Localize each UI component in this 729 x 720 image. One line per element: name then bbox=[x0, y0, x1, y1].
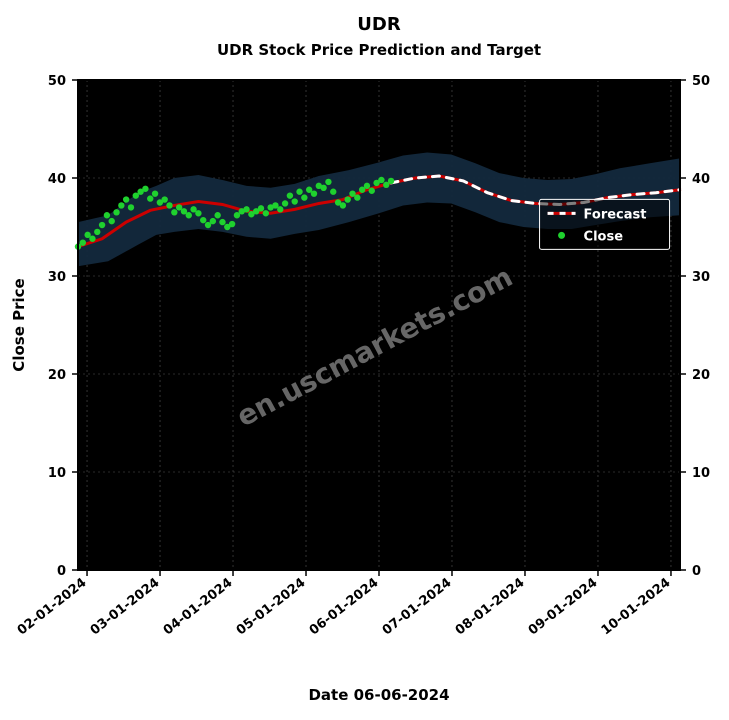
close-point bbox=[263, 210, 269, 216]
ytick-label: 50 bbox=[692, 74, 710, 89]
chart-subtitle: UDR Stock Price Prediction and Target bbox=[217, 41, 541, 59]
xtick-label: 04-01-2024 bbox=[161, 575, 236, 638]
close-point bbox=[186, 212, 192, 218]
xtick-label: 10-01-2024 bbox=[599, 575, 674, 638]
close-point bbox=[325, 179, 331, 185]
ytick-label: 30 bbox=[48, 270, 66, 285]
close-point bbox=[89, 236, 95, 242]
y-axis-label: Close Price bbox=[10, 278, 28, 371]
close-point bbox=[142, 186, 148, 192]
legend-label: Forecast bbox=[584, 207, 647, 222]
close-point bbox=[166, 202, 172, 208]
close-point bbox=[344, 196, 350, 202]
close-point bbox=[292, 198, 298, 204]
ytick-label: 10 bbox=[692, 466, 710, 481]
close-point bbox=[369, 188, 375, 194]
xtick-label: 08-01-2024 bbox=[453, 575, 528, 638]
xtick-label: 05-01-2024 bbox=[234, 575, 309, 638]
ytick-label: 20 bbox=[692, 368, 710, 383]
close-point bbox=[229, 221, 235, 227]
close-point bbox=[364, 183, 370, 189]
close-point bbox=[340, 202, 346, 208]
close-point bbox=[330, 189, 336, 195]
legend-label: Close bbox=[584, 229, 624, 244]
close-point bbox=[94, 229, 100, 235]
close-point bbox=[354, 194, 360, 200]
chart-svg: en.uscmarkets.com00101020203030404050500… bbox=[0, 0, 729, 720]
ytick-label: 50 bbox=[48, 74, 66, 89]
close-point bbox=[128, 204, 134, 210]
xtick-label: 02-01-2024 bbox=[15, 575, 90, 638]
close-point bbox=[152, 190, 158, 196]
close-point bbox=[277, 206, 283, 212]
close-point bbox=[301, 194, 307, 200]
close-point bbox=[296, 189, 302, 195]
ytick-label: 0 bbox=[57, 564, 66, 579]
close-point bbox=[200, 217, 206, 223]
ytick-label: 40 bbox=[692, 172, 710, 187]
xtick-label: 03-01-2024 bbox=[88, 575, 163, 638]
close-point bbox=[147, 195, 153, 201]
close-point bbox=[104, 212, 110, 218]
close-point bbox=[171, 209, 177, 215]
close-point bbox=[320, 185, 326, 191]
legend-swatch-close bbox=[558, 232, 565, 239]
x-axis-label: Date 06-06-2024 bbox=[308, 686, 449, 704]
close-point bbox=[123, 196, 129, 202]
ytick-label: 20 bbox=[48, 368, 66, 383]
ytick-label: 30 bbox=[692, 270, 710, 285]
close-point bbox=[113, 209, 119, 215]
close-point bbox=[214, 212, 220, 218]
chart-title: UDR bbox=[357, 14, 401, 35]
close-point bbox=[243, 206, 249, 212]
close-point bbox=[282, 200, 288, 206]
close-point bbox=[109, 218, 115, 224]
close-point bbox=[258, 205, 264, 211]
close-point bbox=[287, 192, 293, 198]
close-point bbox=[161, 196, 167, 202]
xtick-label: 09-01-2024 bbox=[526, 575, 601, 638]
chart-container: en.uscmarkets.com00101020203030404050500… bbox=[0, 0, 729, 720]
close-point bbox=[219, 219, 225, 225]
close-point bbox=[80, 239, 86, 245]
close-point bbox=[388, 178, 394, 184]
close-point bbox=[311, 190, 317, 196]
close-point bbox=[210, 218, 216, 224]
ytick-label: 0 bbox=[692, 564, 701, 579]
ytick-label: 40 bbox=[48, 172, 66, 187]
ytick-label: 10 bbox=[48, 466, 66, 481]
close-point bbox=[118, 202, 124, 208]
close-point bbox=[195, 210, 201, 216]
xtick-label: 06-01-2024 bbox=[307, 575, 382, 638]
close-point bbox=[99, 222, 105, 228]
xtick-label: 07-01-2024 bbox=[380, 575, 455, 638]
close-point bbox=[378, 177, 384, 183]
